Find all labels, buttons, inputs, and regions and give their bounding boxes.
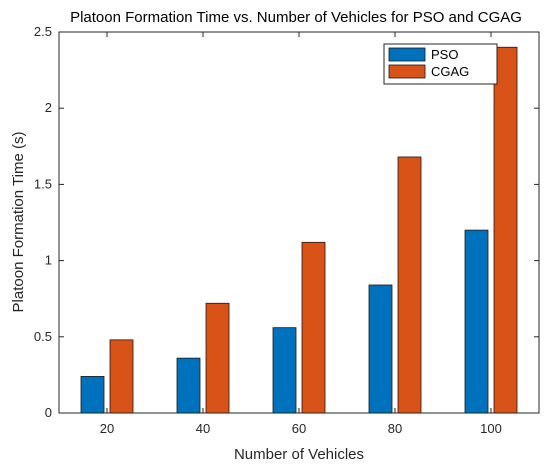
bar-pso-40 bbox=[176, 357, 201, 414]
x-tick-label: 60 bbox=[292, 421, 306, 436]
legend-label-cgag: CGAG bbox=[431, 64, 469, 79]
bars bbox=[80, 46, 518, 414]
bar-cgag-20 bbox=[109, 339, 134, 414]
bar-pso-100 bbox=[464, 229, 489, 414]
bar-cgag-80 bbox=[397, 156, 422, 414]
y-axis-label: Platoon Formation Time (s) bbox=[10, 132, 27, 313]
bar-pso-80 bbox=[368, 284, 393, 414]
legend: PSO CGAG bbox=[383, 43, 498, 85]
bar-pso-60 bbox=[272, 327, 297, 414]
bar-pso-20 bbox=[80, 376, 105, 414]
y-tick-label: 1 bbox=[45, 253, 52, 268]
axis-ticks: 20 40 60 80 100 0 0.5 1 1.5 2 2.5 bbox=[34, 24, 539, 436]
legend-swatch-cgag bbox=[388, 64, 426, 79]
bar-cgag-100 bbox=[493, 46, 518, 414]
y-tick-label: 0.5 bbox=[34, 329, 52, 344]
bar-cgag-60 bbox=[301, 241, 326, 414]
y-tick-label: 1.5 bbox=[34, 176, 52, 191]
x-tick-label: 40 bbox=[196, 421, 210, 436]
legend-label-pso: PSO bbox=[431, 47, 458, 62]
x-tick-label: 20 bbox=[100, 421, 114, 436]
plot-area bbox=[58, 31, 540, 414]
bar-cgag-40 bbox=[205, 302, 230, 414]
y-tick-label: 0 bbox=[45, 405, 52, 420]
x-tick-label: 100 bbox=[480, 421, 502, 436]
x-axis-label: Number of Vehicles bbox=[234, 446, 364, 463]
x-tick-label: 80 bbox=[388, 421, 402, 436]
y-tick-label: 2.5 bbox=[34, 24, 52, 39]
chart-title: Platoon Formation Time vs. Number of Veh… bbox=[70, 9, 522, 26]
y-tick-label: 2 bbox=[45, 100, 52, 115]
legend-swatch-pso bbox=[388, 47, 426, 62]
